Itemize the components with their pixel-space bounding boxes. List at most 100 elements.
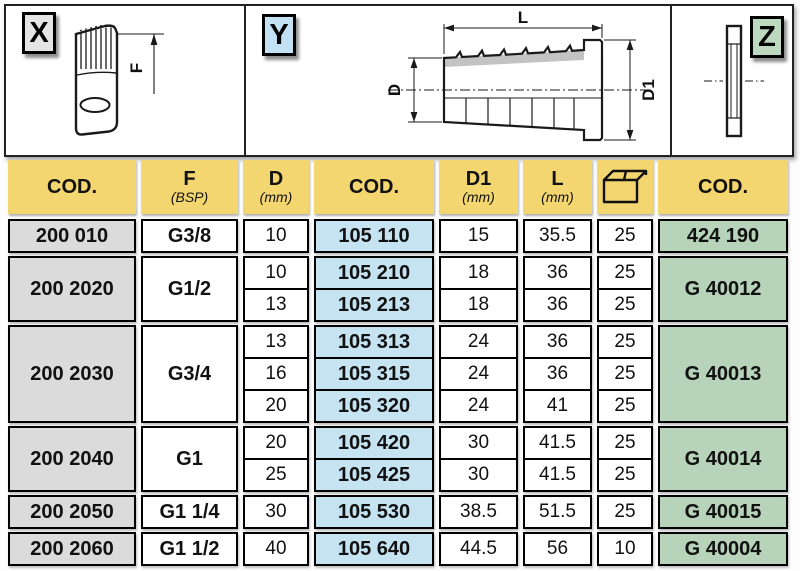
panel-x-label: X — [22, 12, 56, 54]
header-cell: L (mm) — [523, 160, 592, 214]
product-code-cell-stack: 105 530 — [314, 495, 434, 529]
outer-diameter-cell-stack: 18 18 — [439, 256, 518, 322]
product-code-cell-stack: 105 210 105 213 — [314, 256, 434, 322]
table-row-group: 200 2020 G1/2 10 13 105 210 105 213 18 18 36 36 25… — [8, 256, 792, 322]
length-cell-stack: 35.5 — [523, 219, 592, 253]
hose-diameter-cell-stack: 30 — [243, 495, 309, 529]
hose-diameter-cell: 30 — [265, 501, 287, 522]
header-main-label: D — [268, 167, 284, 190]
header-sub-label: (mm) — [259, 188, 293, 205]
outer-diameter-cell: 15 — [467, 225, 490, 246]
hose-diameter-cell: 16 — [245, 357, 307, 389]
product-code-cell: 105 425 — [316, 458, 432, 490]
header-cell: D (mm) — [243, 160, 309, 214]
outer-diameter-cell: 24 — [467, 331, 490, 352]
group-code-cell: 200 2050 — [8, 495, 136, 529]
table-row-group: 200 2040 G1 20 25 105 420 105 425 30 30 41.5 41.5… — [8, 426, 792, 492]
outer-diameter-cell-stack: 24 24 24 — [439, 325, 518, 423]
length-cell-stack: 41.5 41.5 — [523, 426, 592, 492]
panel-y: Y L — [244, 6, 670, 155]
hose-diameter-cell: 13 — [245, 288, 307, 320]
length-cell: 56 — [546, 538, 569, 559]
thread-size-cell: G1 1/4 — [141, 495, 238, 529]
panel-x: X — [6, 6, 244, 155]
gasket-code-cell: G 40013 — [658, 325, 788, 423]
table-row-group: 200 2050 G1 1/4 30 105 530 38.5 51.5 25 G 40015 — [8, 495, 792, 529]
dim-l-label: L — [518, 10, 528, 27]
outer-diameter-cell-stack: 44.5 — [439, 532, 518, 566]
pack-qty-cell-stack: 25 25 25 — [597, 325, 653, 423]
cap-nut-drawing: F — [74, 24, 164, 136]
length-cell: 36 — [525, 288, 590, 320]
hose-diameter-cell-stack: 13 16 20 — [243, 325, 309, 423]
header-cell: COD. — [658, 160, 788, 214]
outer-diameter-cell: 24 — [441, 357, 516, 389]
product-code-cell-stack: 105 110 — [314, 219, 434, 253]
hose-diameter-cell: 20 — [245, 389, 307, 421]
gasket-code-cell: G 40015 — [658, 495, 788, 529]
product-code-cell-stack: 105 640 — [314, 532, 434, 566]
panel-z: Z — [670, 6, 792, 155]
pack-qty-cell: 25 — [614, 262, 636, 283]
pack-qty-cell-stack: 25 25 — [597, 256, 653, 322]
group-code-cell: 200 2060 — [8, 532, 136, 566]
product-code-cell: 105 210 — [337, 261, 411, 284]
panel-z-label: Z — [750, 16, 784, 58]
table-row-group: 200 2060 G1 1/2 40 105 640 44.5 56 10 G 40004 — [8, 532, 792, 566]
length-cell: 35.5 — [539, 225, 576, 246]
header-sub-label: (mm) — [541, 188, 574, 205]
header-sub-label: (mm) — [462, 188, 495, 205]
washer-drawing — [704, 24, 764, 138]
outer-diameter-cell: 18 — [441, 288, 516, 320]
product-code-cell: 105 420 — [337, 431, 411, 454]
product-code-cell: 105 313 — [337, 330, 411, 353]
header-cell: COD. — [8, 160, 136, 214]
header-cell: F (BSP) — [141, 160, 238, 214]
gasket-code-cell: 424 190 — [658, 219, 788, 253]
product-code-cell-stack: 105 420 105 425 — [314, 426, 434, 492]
outer-diameter-cell: 30 — [467, 432, 490, 453]
header-main-label: L — [551, 167, 564, 190]
hose-diameter-cell: 10 — [265, 262, 287, 283]
length-cell-stack: 56 — [523, 532, 592, 566]
header-cell: COD. — [314, 160, 434, 214]
header-main-label: COD. — [349, 175, 399, 198]
group-code-cell: 200 2040 — [8, 426, 136, 492]
thread-size-cell: G3/4 — [141, 325, 238, 423]
product-code-cell-stack: 105 313 105 315 105 320 — [314, 325, 434, 423]
header-qty-box-cell — [597, 160, 653, 214]
hose-diameter-cell: 40 — [265, 538, 287, 559]
length-cell: 51.5 — [539, 501, 576, 522]
pack-qty-cell-stack: 25 — [597, 219, 653, 253]
pack-qty-cell: 25 — [599, 288, 651, 320]
table-body: 200 010 G3/8 10 105 110 15 35.5 25 424 190 200 2… — [8, 219, 792, 566]
hose-diameter-cell: 10 — [265, 225, 287, 246]
hose-diameter-cell-stack: 20 25 — [243, 426, 309, 492]
length-cell: 36 — [546, 331, 569, 352]
dim-d-label: D — [385, 84, 404, 96]
drawings-box: X — [4, 4, 794, 157]
pack-qty-cell: 25 — [599, 389, 651, 421]
product-code-cell: 105 110 — [338, 224, 410, 247]
table-header-row: COD. F (BSP) D (mm) COD. D1 (mm) L (mm) COD. — [8, 160, 792, 214]
hose-diameter-cell: 13 — [265, 331, 287, 352]
table-row-group: 200 2030 G3/4 13 16 20 105 313 105 315 105 320 2… — [8, 325, 792, 423]
box-icon — [602, 169, 648, 204]
outer-diameter-cell-stack: 15 — [439, 219, 518, 253]
pack-qty-cell: 10 — [614, 538, 636, 559]
outer-diameter-cell: 30 — [441, 458, 516, 490]
pack-qty-cell-stack: 25 — [597, 495, 653, 529]
length-cell-stack: 36 36 41 — [523, 325, 592, 423]
outer-diameter-cell: 18 — [467, 262, 490, 283]
length-cell-stack: 51.5 — [523, 495, 592, 529]
gasket-code-cell: G 40004 — [658, 532, 788, 566]
length-cell: 41.5 — [525, 458, 590, 490]
hose-barb-drawing: L D D1 — [385, 10, 658, 142]
hose-diameter-cell-stack: 10 13 — [243, 256, 309, 322]
pack-qty-cell: 25 — [614, 225, 636, 246]
group-code-cell: 200 010 — [8, 219, 136, 253]
product-code-cell: 105 213 — [316, 288, 432, 320]
length-cell-stack: 36 36 — [523, 256, 592, 322]
header-main-label: COD. — [47, 175, 97, 198]
header-cell: D1 (mm) — [439, 160, 518, 214]
